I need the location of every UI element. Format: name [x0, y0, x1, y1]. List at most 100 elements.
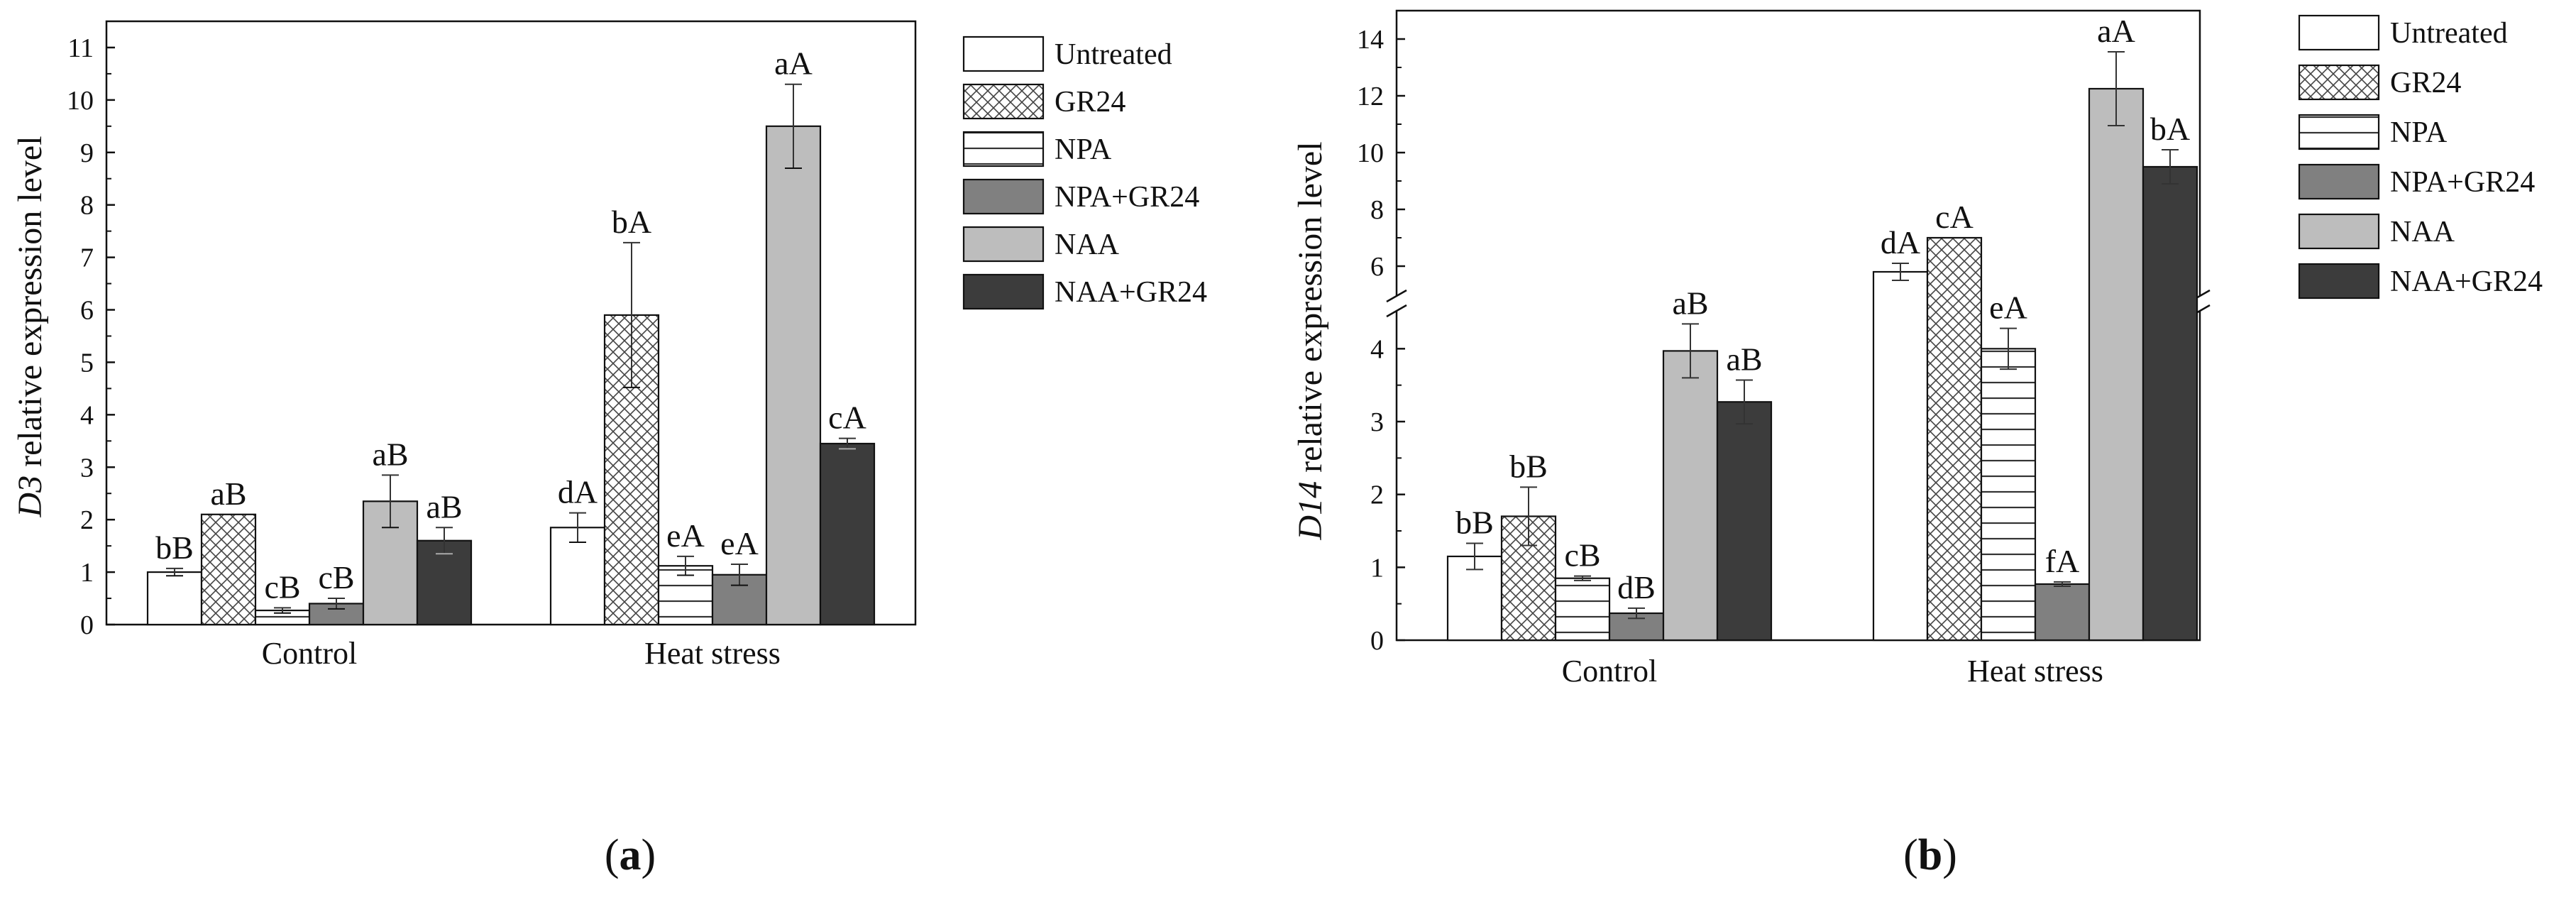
significance-label: eA: [720, 525, 759, 561]
significance-label: aB: [210, 476, 246, 512]
y-tick-label: 9: [80, 138, 94, 168]
significance-label: aB: [1672, 285, 1708, 321]
x-category-label: Control: [262, 636, 357, 671]
bar-naa-heat-stress: [2088, 87, 2145, 642]
significance-label: eA: [666, 517, 705, 554]
bar-untreated-heat-stress: [549, 527, 606, 626]
legend-label-npa-gr24: NPA+GR24: [1055, 181, 1199, 214]
panel-b-legend: Untreated GR24 NPA NPA+GR24 NAA NAA+GR24: [2298, 14, 2543, 300]
y-tick-label: 3: [80, 453, 94, 483]
y-tick-label: 1: [80, 558, 94, 588]
significance-label: aB: [372, 436, 408, 472]
significance-label: dA: [558, 474, 598, 510]
legend-swatch-npa: [2298, 114, 2380, 150]
axis-break-mark: [1386, 289, 1407, 303]
legend-swatch-gr24: [2298, 64, 2380, 101]
significance-label: bB: [155, 529, 194, 566]
bar-naa-heat-stress: [765, 125, 822, 626]
panel-b-label: (b): [1903, 831, 1957, 879]
panel-a-axes: 0 1 2 3 4 5 6 7 8 9 10 11 Control Heat stress: [67, 20, 917, 671]
y-tick-label: 10: [1357, 138, 1384, 168]
legend-swatch-naa-gr24: [2298, 263, 2380, 300]
x-category-label: Heat stress: [1967, 654, 2103, 688]
y-tick-label: 14: [1357, 25, 1384, 55]
x-category-label: Control: [1562, 654, 1657, 688]
legend-label-naa-gr24: NAA+GR24: [1055, 276, 1207, 309]
y-tick-label: 5: [80, 348, 94, 378]
legend-label-naa-gr24: NAA+GR24: [2390, 265, 2543, 298]
bar-gr24-heat-stress: [1926, 236, 1983, 642]
bar-naa-gr24-heat-stress: [819, 442, 876, 626]
legend-swatch-gr24: [962, 83, 1045, 120]
bar-untreated-control: [146, 571, 203, 626]
y-tick-label: 8: [1370, 195, 1384, 225]
legend-label-npa: NPA: [2390, 116, 2448, 149]
significance-label: cA: [828, 400, 866, 436]
panel-a-label: (a): [605, 831, 656, 879]
legend-label-npa: NPA: [1055, 133, 1112, 166]
y-tick-label: 7: [80, 243, 94, 273]
significance-label: fA: [2045, 543, 2080, 579]
axis-break-gap: [1391, 296, 2206, 311]
significance-label: aB: [426, 488, 462, 525]
bar-untreated-control: [1446, 555, 1503, 642]
panel-a-y-axis-title: D3 relative expression level: [11, 136, 49, 517]
bar-npa-heat-stress: [1980, 348, 2037, 642]
y-tick-label: 8: [80, 191, 94, 221]
y-tick-label: 3: [1370, 407, 1384, 437]
legend-swatch-naa: [962, 226, 1045, 263]
legend-label-untreated: Untreated: [1055, 38, 1172, 71]
panel-b-bars: bB bB cB dB aB aB dA cA eA fA aA bA: [1446, 13, 2198, 642]
significance-label: eA: [1989, 290, 2027, 326]
legend-label-npa-gr24: NPA+GR24: [2390, 166, 2535, 199]
panel-b-plot-frame: [1395, 9, 2201, 642]
significance-label: aA: [774, 45, 813, 82]
y-tick-label: 4: [1370, 334, 1384, 364]
panel-a-bars: bB aB cB cB aB aB dA bA eA eA aA cA: [146, 45, 876, 626]
significance-label: bB: [1455, 504, 1494, 540]
significance-label: bA: [2150, 111, 2190, 147]
y-tick-label: 11: [67, 33, 94, 63]
bar-npa-control: [1554, 577, 1611, 642]
y-tick-label: 2: [1370, 481, 1384, 510]
bar-npa-gr24-heat-stress: [2034, 583, 2091, 642]
y-tick-label: 2: [80, 505, 94, 535]
panel-a-chart: 0 1 2 3 4 5 6 7 8 9 10 11 Control Heat stress bB aB cB c…: [11, 20, 1207, 879]
y-tick-label: 0: [1370, 626, 1384, 656]
significance-label: bB: [1509, 448, 1548, 484]
bar-gr24-control: [200, 513, 257, 626]
significance-label: aA: [2097, 13, 2135, 49]
significance-label: dB: [1617, 569, 1656, 605]
y-tick-label: 1: [1370, 553, 1384, 583]
axis-break-mark: [1386, 304, 1407, 318]
significance-label: dA: [1881, 224, 1920, 260]
legend-swatch-npa: [962, 131, 1045, 168]
bar-untreated-heat-stress: [1872, 270, 1929, 642]
legend-label-gr24: GR24: [1055, 86, 1125, 119]
y-tick-label: 6: [80, 296, 94, 326]
legend-label-gr24: GR24: [2390, 67, 2461, 99]
legend-swatch-npa-gr24: [2298, 163, 2380, 200]
legend-swatch-naa: [2298, 213, 2380, 250]
panel-a-plot-frame: [105, 20, 917, 626]
legend-swatch-npa-gr24: [962, 178, 1045, 215]
significance-label: cB: [264, 569, 300, 605]
legend-label-untreated: Untreated: [2390, 17, 2508, 50]
y-tick-label: 10: [67, 86, 94, 116]
legend-label-naa: NAA: [2390, 216, 2455, 248]
y-tick-label: 4: [80, 400, 94, 430]
legend-swatch-untreated: [962, 35, 1045, 72]
bar-naa-gr24-control: [1716, 401, 1773, 642]
significance-label: cA: [1935, 199, 1974, 235]
significance-label: aB: [1726, 341, 1762, 377]
legend-swatch-untreated: [2298, 14, 2380, 51]
y-tick-label: 12: [1357, 82, 1384, 111]
y-tick-label: 6: [1370, 252, 1384, 282]
significance-label: cB: [318, 559, 354, 595]
bar-naa-control: [1662, 350, 1719, 642]
legend-label-naa: NAA: [1055, 229, 1120, 261]
x-category-label: Heat stress: [644, 636, 781, 671]
